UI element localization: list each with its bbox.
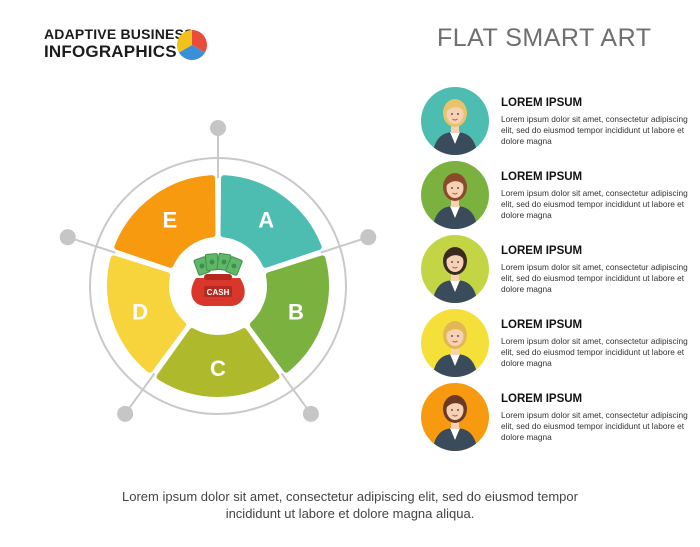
spoke-dot bbox=[117, 405, 134, 422]
spoke-dot bbox=[59, 229, 76, 246]
segment-a bbox=[220, 175, 322, 268]
list-item: LOREM IPSUM Lorem ipsum dolor sit amet, c… bbox=[420, 234, 690, 304]
pie-cycle-diagram: A B C D E CASH bbox=[59, 120, 377, 422]
list-item: LOREM IPSUM Lorem ipsum dolor sit amet, c… bbox=[420, 86, 690, 156]
item-text: Lorem ipsum dolor sit amet, consectetur … bbox=[501, 114, 688, 146]
businesswoman-with-tablet-icon bbox=[421, 161, 489, 229]
spoke-dot bbox=[302, 405, 319, 422]
footer-text: Lorem ipsum dolor sit amet, consectetur … bbox=[80, 488, 620, 522]
businesswoman-presenting-icon bbox=[421, 87, 489, 155]
spoke-line bbox=[320, 236, 369, 254]
item-text: Lorem ipsum dolor sit amet, consectetur … bbox=[501, 410, 688, 442]
spoke-dot bbox=[210, 120, 226, 136]
item-title: LOREM IPSUM bbox=[501, 245, 583, 257]
footer-line-1: Lorem ipsum dolor sit amet, consectetur … bbox=[122, 489, 578, 504]
segment-e bbox=[114, 175, 216, 268]
brand-line-1: ADAPTIVE BUSINESS bbox=[44, 26, 194, 42]
list-item: LOREM IPSUM Lorem ipsum dolor sit amet, c… bbox=[420, 382, 690, 452]
segment-label-a: A bbox=[258, 208, 274, 233]
segment-label-c: C bbox=[210, 356, 226, 381]
spokes bbox=[59, 120, 377, 422]
item-text: Lorem ipsum dolor sit amet, consectetur … bbox=[501, 188, 688, 220]
page-title: FLAT SMART ART bbox=[437, 24, 652, 52]
businesswoman-thinking-icon bbox=[421, 309, 489, 377]
cash-label: CASH bbox=[207, 288, 230, 297]
logo-slice-1 bbox=[192, 30, 207, 53]
logo-slice-2 bbox=[179, 45, 205, 60]
money-bag-icon: CASH bbox=[191, 252, 245, 306]
brand-title: ADAPTIVE BUSINESS INFOGRAPHICS bbox=[44, 26, 194, 62]
footer-line-2: incididunt ut labore et dolore magna ali… bbox=[225, 506, 475, 521]
item-title: LOREM IPSUM bbox=[501, 171, 583, 183]
item-title: LOREM IPSUM bbox=[501, 97, 583, 109]
list-item: LOREM IPSUM Lorem ipsum dolor sit amet, c… bbox=[420, 160, 690, 230]
segment-d bbox=[107, 255, 187, 373]
brand-pie-logo-icon bbox=[177, 30, 207, 60]
segment-label-e: E bbox=[162, 208, 177, 233]
spoke-line bbox=[124, 372, 156, 415]
segment-b bbox=[249, 255, 329, 373]
spoke-line bbox=[67, 236, 116, 254]
item-text: Lorem ipsum dolor sit amet, consectetur … bbox=[501, 336, 688, 368]
item-text: Lorem ipsum dolor sit amet, consectetur … bbox=[501, 262, 688, 294]
spoke-dot bbox=[360, 229, 377, 246]
segment-c bbox=[156, 328, 280, 397]
businesswoman-with-coffee-icon bbox=[421, 235, 489, 303]
list-item: LOREM IPSUM Lorem ipsum dolor sit amet, c… bbox=[420, 308, 690, 378]
businesswoman-icon bbox=[421, 383, 489, 451]
segment-label-b: B bbox=[288, 299, 304, 324]
outer-ring bbox=[89, 157, 347, 415]
logo-slice-3 bbox=[177, 30, 192, 53]
spoke-line bbox=[280, 372, 312, 415]
item-title: LOREM IPSUM bbox=[501, 393, 583, 405]
segment-label-d: D bbox=[132, 299, 148, 324]
item-title: LOREM IPSUM bbox=[501, 319, 583, 331]
brand-line-2: INFOGRAPHICS bbox=[44, 42, 177, 61]
